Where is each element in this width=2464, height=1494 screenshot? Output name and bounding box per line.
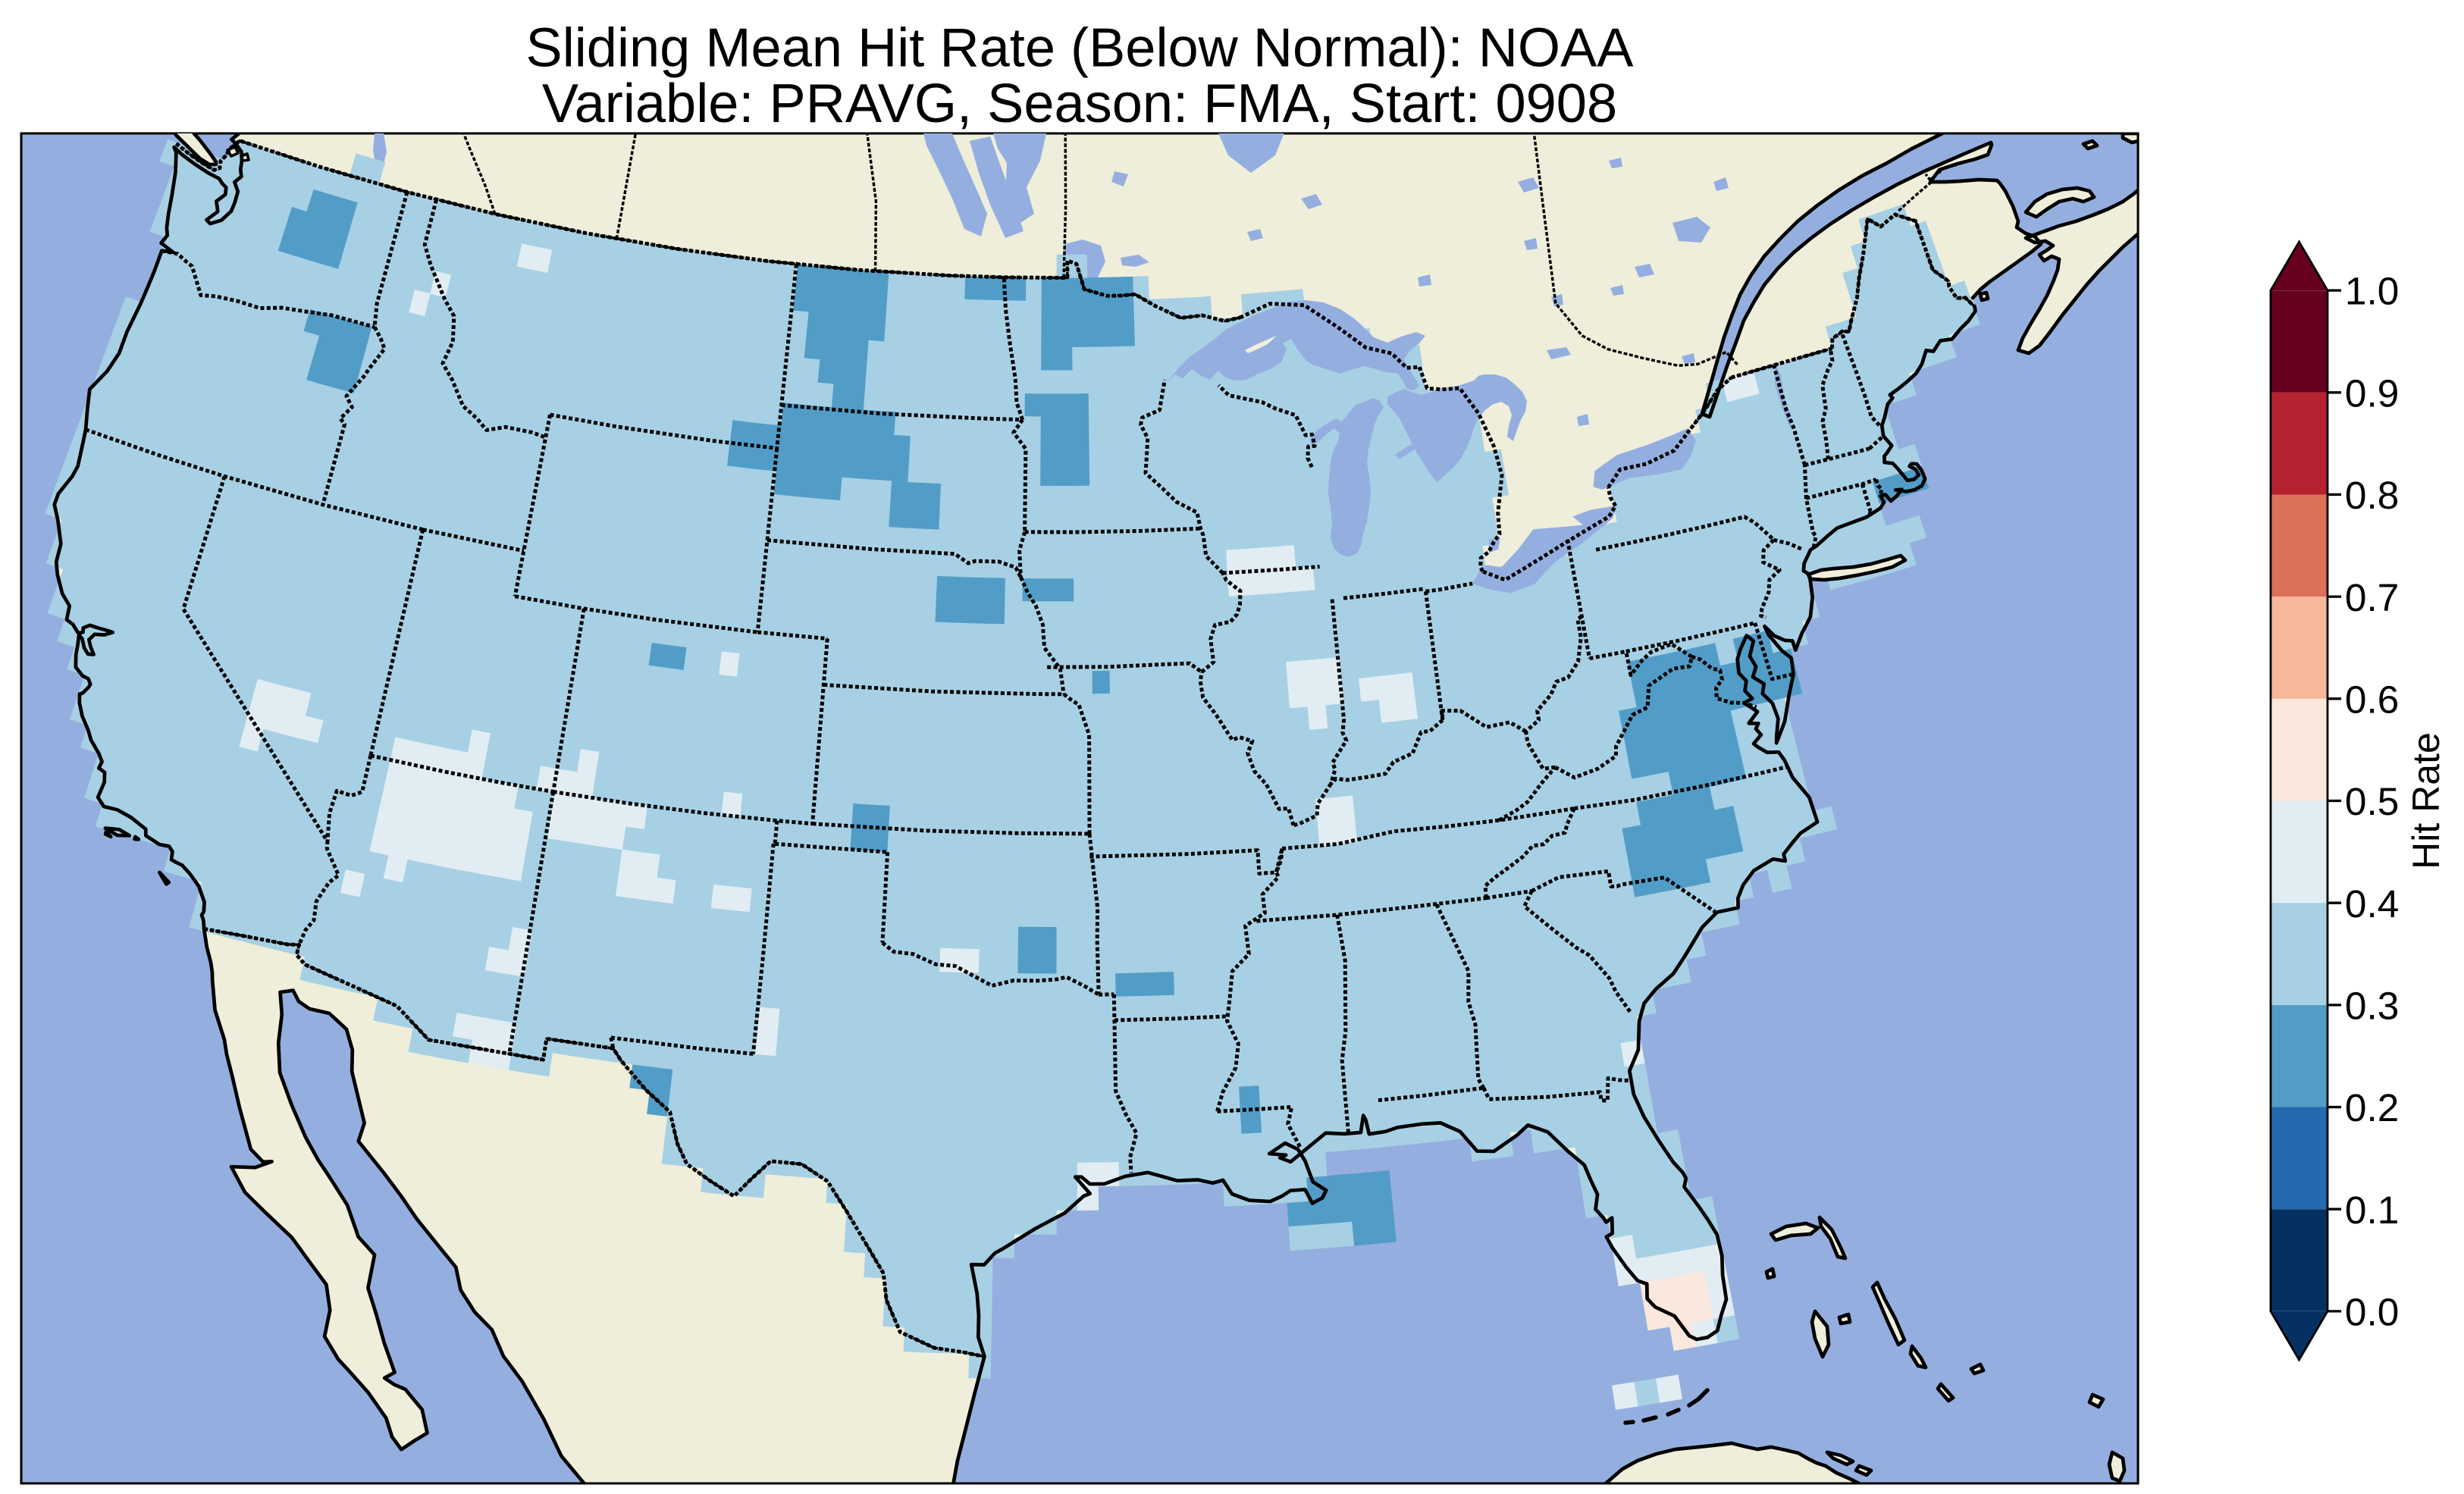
svg-text:0.6: 0.6 [2345, 677, 2399, 721]
svg-text:0.3: 0.3 [2345, 983, 2399, 1027]
svg-text:0.8: 0.8 [2345, 473, 2399, 517]
svg-text:0.5: 0.5 [2345, 779, 2399, 823]
svg-text:1.0: 1.0 [2345, 269, 2399, 313]
svg-text:0.4: 0.4 [2345, 882, 2399, 926]
svg-text:Hit Rate: Hit Rate [2405, 732, 2447, 869]
svg-text:Sliding Mean Hit Rate (Below N: Sliding Mean Hit Rate (Below Normal): NO… [526, 17, 1635, 78]
svg-text:0.1: 0.1 [2345, 1188, 2399, 1232]
svg-text:Variable: PRAVG, Season: FMA,: Variable: PRAVG, Season: FMA, Start: 090… [542, 74, 1617, 134]
svg-text:0.7: 0.7 [2345, 575, 2399, 619]
svg-text:0.0: 0.0 [2345, 1290, 2399, 1334]
svg-text:0.9: 0.9 [2345, 371, 2399, 415]
svg-text:0.2: 0.2 [2345, 1085, 2399, 1129]
